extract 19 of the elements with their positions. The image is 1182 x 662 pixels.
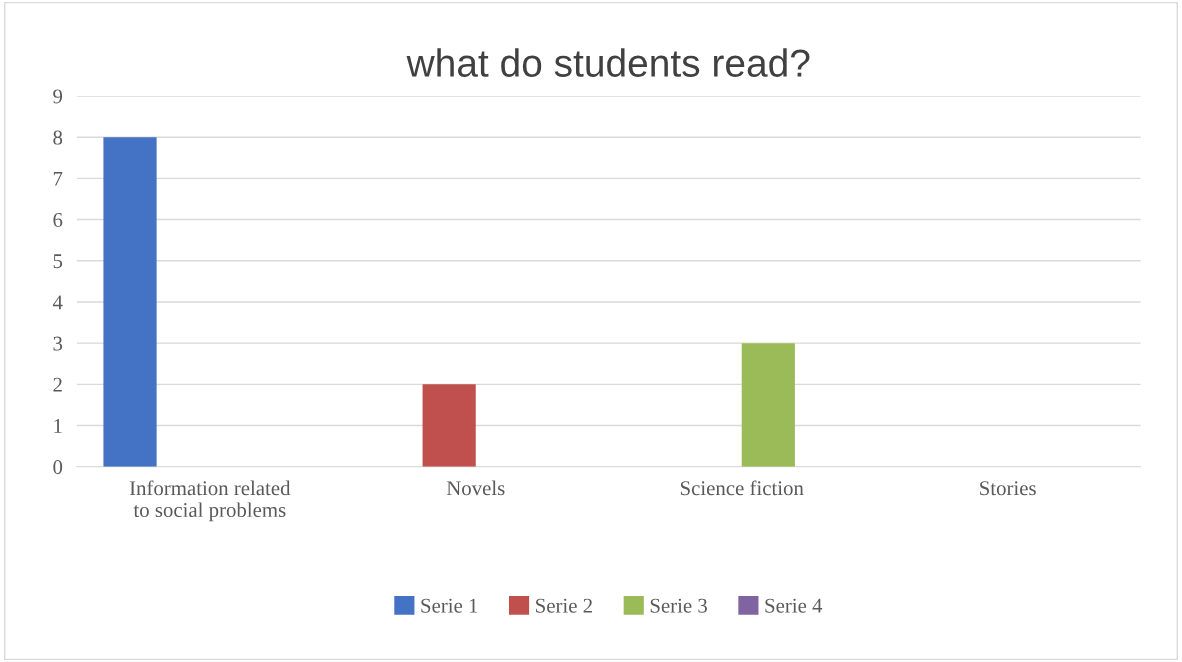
y-tick-label: 0	[53, 460, 63, 475]
legend-label: Serie 1	[421, 598, 478, 613]
y-tick-label: 5	[53, 254, 63, 269]
x-tick-label: Science fiction	[680, 480, 804, 496]
legend-label: Serie 4	[765, 598, 823, 613]
y-tick-label: 6	[53, 213, 63, 227]
y-tick-label: 9	[53, 89, 63, 104]
y-tick-label: 8	[53, 130, 63, 145]
legend-label: Serie 2	[536, 598, 592, 613]
y-tick-label: 3	[53, 336, 63, 351]
chart-title: what do students read?	[406, 48, 810, 77]
y-tick-label: 4	[52, 295, 63, 310]
y-tick-label: 2	[53, 377, 62, 392]
y-tick-label: 1	[54, 418, 62, 433]
x-tick-label: Novels	[446, 480, 505, 496]
y-tick-label: 7	[53, 171, 63, 186]
legend-label: Serie 3	[650, 598, 707, 613]
x-tick-label: Information related to social problems	[129, 480, 291, 522]
x-tick-label: Stories	[980, 481, 1036, 496]
